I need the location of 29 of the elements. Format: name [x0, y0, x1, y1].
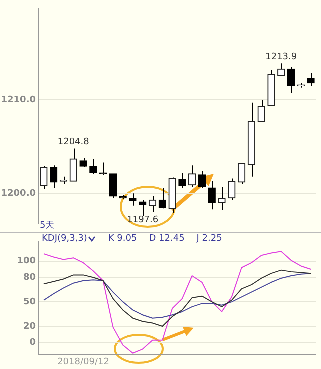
y-tick-label: 20 — [23, 322, 36, 332]
annotation: KDJ(9,3,3) — [42, 234, 88, 244]
candlestick — [188, 165, 196, 188]
annotation: J 2.25 — [196, 234, 222, 244]
y-tick-label: 0 — [30, 338, 36, 348]
y-tick-label: 1210.0 — [1, 95, 36, 106]
candlestick — [148, 196, 157, 213]
y-tick-label: 80 — [23, 272, 36, 283]
y-tick-label: 100 — [17, 256, 36, 267]
annotation: K 9.05 — [108, 234, 138, 244]
candlestick — [268, 70, 276, 106]
candlestick — [129, 193, 137, 206]
annotation: 1197.6 — [127, 215, 159, 226]
annotation: 5天 — [40, 220, 55, 232]
y-tick-label: 1200.0 — [1, 189, 36, 200]
candlestick — [278, 63, 286, 76]
annotation: 1204.8 — [58, 138, 90, 148]
candlestick — [218, 186, 226, 211]
annotation: 1213.9 — [266, 52, 298, 62]
candlestick — [168, 177, 176, 214]
candlestick — [70, 148, 78, 182]
candlestick — [287, 66, 296, 94]
candlestick — [258, 100, 266, 122]
y-tick-label: 50 — [23, 297, 36, 308]
candlestick — [248, 102, 256, 178]
x-tick-label: 2018/09/12 — [58, 358, 110, 368]
annotation: D 12.45 — [149, 234, 185, 244]
candlestick — [99, 162, 108, 176]
candlestick — [208, 180, 216, 210]
